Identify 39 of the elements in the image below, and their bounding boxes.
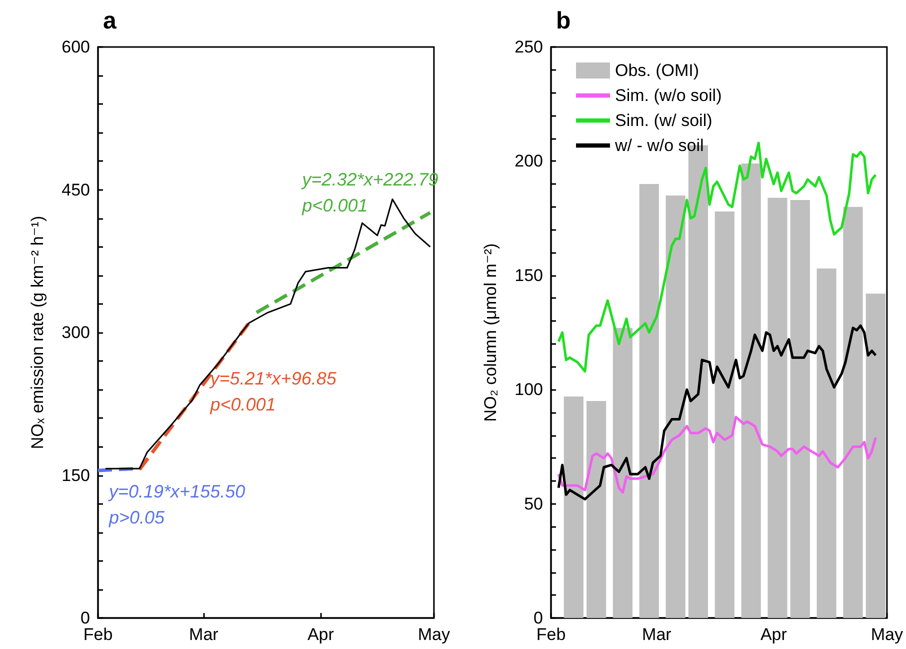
y-tick-label: 450 — [62, 180, 90, 200]
x-tick-label: Feb — [536, 625, 566, 644]
bar — [639, 184, 659, 618]
chart-title: b — [556, 8, 571, 34]
y-tick-label: 250 — [514, 38, 543, 56]
legend-label: Sim. (w/ soil) — [615, 111, 712, 130]
x-tick-label: Apr — [760, 625, 788, 644]
bar — [768, 198, 788, 618]
y-tick-label: 150 — [62, 466, 90, 485]
bar — [564, 396, 584, 618]
y-tick-label: 150 — [514, 266, 543, 285]
x-tick-label: Mar — [189, 625, 219, 644]
x-tick-label: Apr — [307, 625, 334, 644]
y-tick-label: 0 — [534, 608, 543, 628]
bar — [843, 206, 863, 618]
annotation: y=0.19*x+155.50 p>0.05 — [107, 481, 246, 528]
legend-label: Sim. (w/o soil) — [615, 86, 722, 105]
chart-title: a — [103, 8, 117, 34]
bar — [816, 268, 836, 618]
legend-label: w/ - w/o soil — [614, 136, 704, 155]
y-axis-title: NO₂ column (μmol m⁻²) — [481, 243, 500, 422]
y-tick-label: 600 — [62, 38, 90, 56]
y-tick-label: 50 — [524, 494, 543, 514]
bar — [612, 328, 633, 618]
x-tick-label: Mar — [642, 625, 672, 644]
legend-label: Obs. (OMI) — [615, 61, 700, 80]
y-axis-title: NOₓ emission rate (g km⁻² h⁻¹) — [28, 216, 47, 450]
x-tick-label: May — [418, 625, 450, 644]
y-tick-label: 100 — [514, 380, 543, 400]
bar — [866, 294, 886, 618]
y-tick-label: 300 — [62, 323, 90, 342]
x-tick-label: Feb — [83, 625, 113, 644]
x-tick-label: May — [870, 625, 904, 644]
annotation: y=5.21*x+96.85 p<0.001 — [208, 368, 338, 414]
bar — [790, 200, 810, 618]
y-tick-label: 0 — [80, 608, 90, 628]
bar — [741, 163, 761, 618]
y-tick-label: 200 — [514, 152, 543, 171]
bar — [586, 401, 606, 618]
